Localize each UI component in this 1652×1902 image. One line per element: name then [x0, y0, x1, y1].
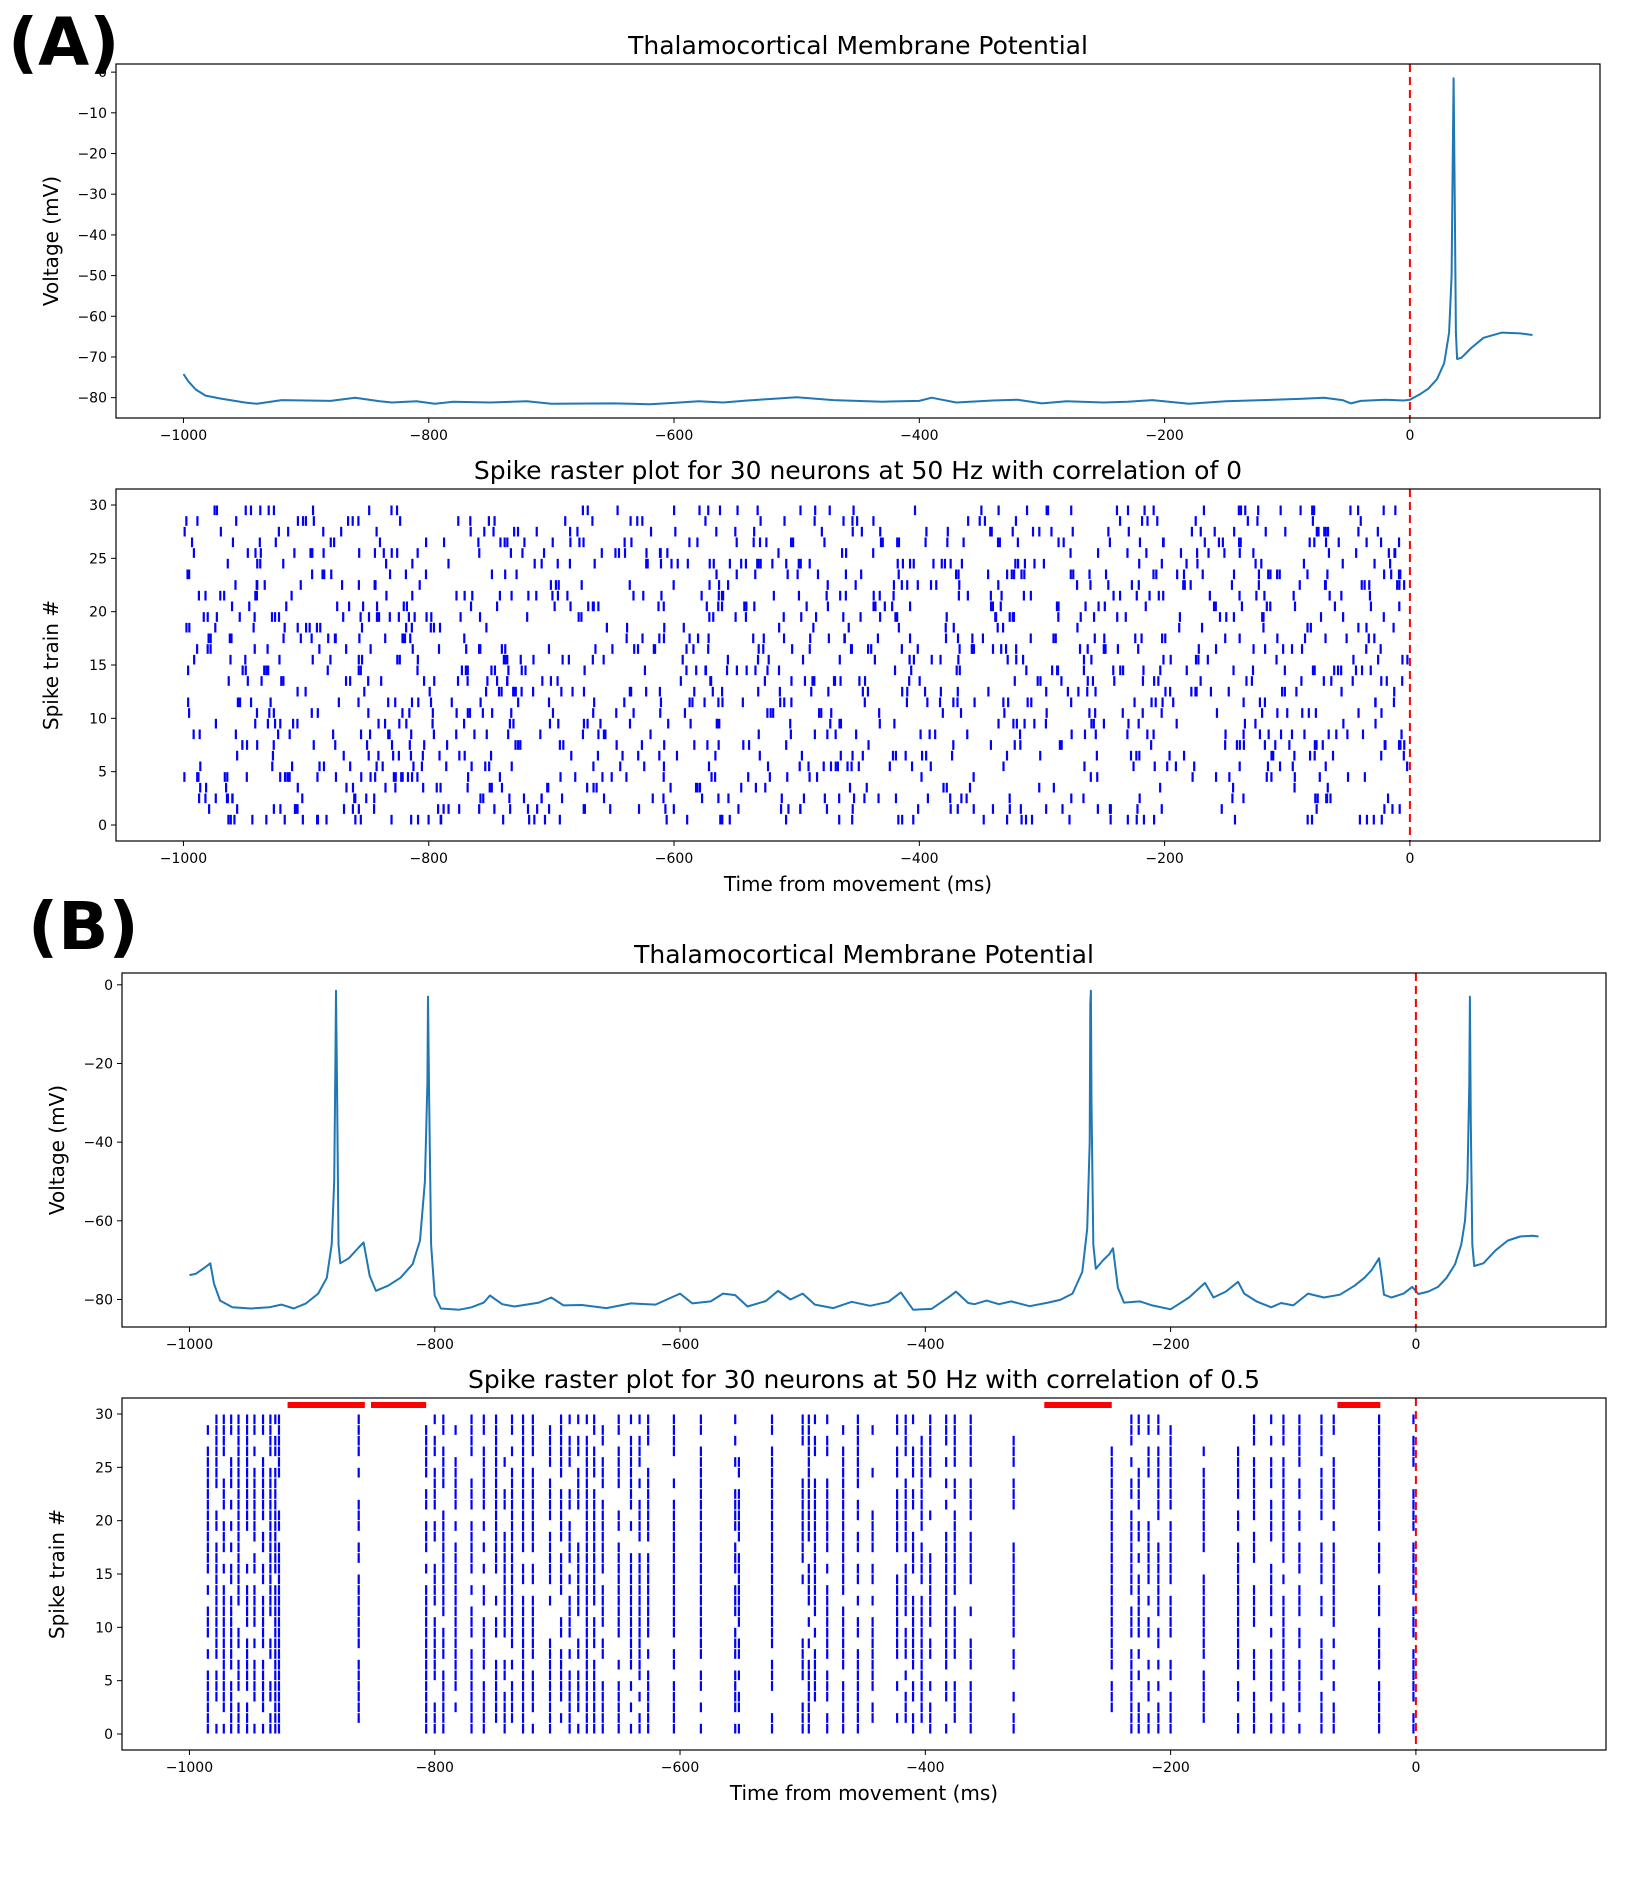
y-tick-label: 10	[95, 1620, 113, 1636]
y-tick-label: −80	[83, 1292, 113, 1308]
y-axis-label: Spike train #	[39, 600, 63, 730]
x-tick-label: −800	[416, 1337, 454, 1353]
y-tick-label: −50	[77, 269, 107, 285]
y-tick-label: 5	[104, 1674, 113, 1690]
y-tick-label: 25	[95, 1460, 113, 1476]
x-axis-label: Time from movement (ms)	[729, 1781, 998, 1805]
y-tick-label: −70	[77, 350, 107, 366]
axes-frame	[115, 63, 1601, 419]
y-tick-label: 0	[104, 1727, 113, 1743]
synchrony-bar	[370, 1402, 427, 1408]
x-tick-label: 0	[1405, 851, 1414, 867]
y-tick-label: 25	[89, 551, 107, 567]
x-tick-label: −1000	[160, 428, 207, 444]
chart-title: Spike raster plot for 30 neurons at 50 H…	[474, 456, 1242, 485]
y-tick-label: 15	[89, 658, 107, 674]
y-tick-label: 30	[89, 498, 107, 514]
voltage-trace	[182, 77, 1533, 406]
x-tick-label: −200	[1151, 1760, 1189, 1776]
panel-label-a: (A)	[8, 4, 120, 81]
x-tick-label: −400	[900, 428, 938, 444]
y-tick-label: −20	[83, 1056, 113, 1072]
x-tick-label: −400	[900, 851, 938, 867]
x-tick-label: −800	[416, 1760, 454, 1776]
chart-title: Thalamocortical Membrane Potential	[627, 31, 1088, 60]
x-tick-label: −400	[906, 1337, 944, 1353]
x-tick-label: −1000	[160, 851, 207, 867]
x-axis-label: Time from movement (ms)	[723, 872, 992, 896]
y-tick-label: 15	[95, 1567, 113, 1583]
x-tick-label: 0	[1411, 1337, 1420, 1353]
axes-frame	[121, 972, 1607, 1328]
chart-title: Thalamocortical Membrane Potential	[633, 940, 1094, 969]
axes-frame	[115, 488, 1601, 842]
y-axis-label: Voltage (mV)	[45, 1085, 69, 1215]
y-tick-label: 0	[104, 978, 113, 994]
y-tick-label: −40	[77, 228, 107, 244]
y-tick-label: 0	[98, 65, 107, 81]
x-tick-label: −400	[906, 1760, 944, 1776]
x-tick-label: −800	[410, 851, 448, 867]
x-tick-label: −600	[661, 1337, 699, 1353]
y-tick-label: −60	[83, 1214, 113, 1230]
y-tick-label: −40	[83, 1135, 113, 1151]
y-tick-label: −30	[77, 187, 107, 203]
y-tick-label: 5	[98, 765, 107, 781]
x-tick-label: −1000	[166, 1337, 213, 1353]
x-tick-label: −200	[1151, 1337, 1189, 1353]
synchrony-bar	[1044, 1402, 1112, 1408]
x-tick-label: −600	[655, 851, 693, 867]
y-tick-label: −20	[77, 147, 107, 163]
y-tick-label: 20	[89, 605, 107, 621]
voltage-trace	[189, 989, 1539, 1311]
chart-title: Spike raster plot for 30 neurons at 50 H…	[468, 1365, 1260, 1394]
x-tick-label: 0	[1411, 1760, 1420, 1776]
y-tick-label: −60	[77, 309, 107, 325]
y-tick-label: 20	[95, 1514, 113, 1530]
panel-label-b: (B)	[28, 888, 139, 965]
x-tick-label: −200	[1145, 428, 1183, 444]
y-tick-label: 30	[95, 1407, 113, 1423]
y-axis-label: Voltage (mV)	[39, 176, 63, 306]
x-tick-label: −1000	[166, 1760, 213, 1776]
synchrony-bar	[287, 1402, 365, 1408]
y-tick-label: 10	[89, 711, 107, 727]
y-tick-label: −80	[77, 391, 107, 407]
y-tick-label: −10	[77, 106, 107, 122]
x-tick-label: −600	[661, 1760, 699, 1776]
x-tick-label: −800	[410, 428, 448, 444]
axes-frame	[121, 1397, 1607, 1751]
x-tick-label: 0	[1405, 428, 1414, 444]
synchrony-bar	[1337, 1402, 1381, 1408]
y-tick-label: 0	[98, 818, 107, 834]
y-axis-label: Spike train #	[45, 1509, 69, 1639]
x-tick-label: −200	[1145, 851, 1183, 867]
x-tick-label: −600	[655, 428, 693, 444]
